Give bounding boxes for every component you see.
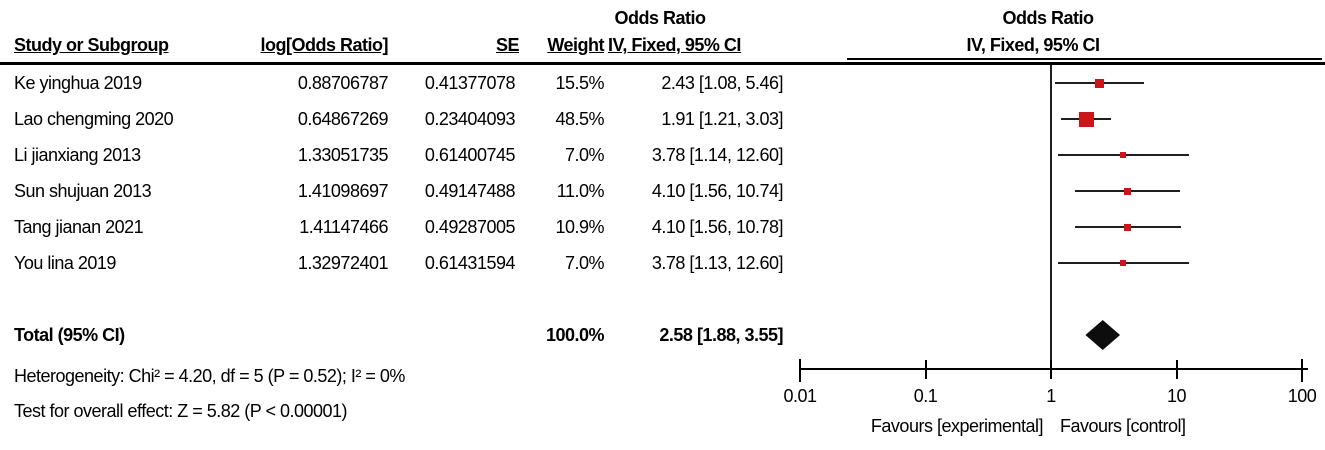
- log-odds-ratio-cell: 1.33051735: [297, 145, 389, 165]
- plot-null-line: [1050, 65, 1052, 370]
- overall-effect-text: Test for overall effect: Z = 5.82 (P < 0…: [14, 401, 348, 421]
- log-odds-ratio-cell: 0.64867269: [297, 109, 389, 129]
- se-cell: 0.61431594: [424, 253, 516, 273]
- weight-cell: 7.0%: [564, 253, 605, 273]
- ci-text-cell: 4.10 [1.56, 10.78]: [651, 217, 784, 237]
- weight-cell: 15.5%: [555, 73, 604, 93]
- col-header-ci-right: IV, Fixed, 95% CI: [966, 35, 1100, 55]
- ci-text-cell: 3.78 [1.13, 12.60]: [651, 253, 784, 273]
- heterogeneity-text: Heterogeneity: Chi² = 4.20, df = 5 (P = …: [14, 366, 405, 386]
- col-header-se: SE: [495, 35, 520, 55]
- right-effect-title: Odds Ratio: [1002, 8, 1094, 28]
- favours-control-label: Favours [control]: [1060, 416, 1186, 436]
- axis-tick: [924, 360, 927, 379]
- ci-text-cell: 1.91 [1.21, 3.03]: [661, 109, 783, 129]
- axis-tick: [1050, 360, 1052, 379]
- study-name-cell: Li jianxiang 2013: [14, 145, 141, 165]
- table-row: Li jianxiang 2013 1.33051735 0.61400745 7.0…: [0, 143, 800, 167]
- axis-tick-label: 0.1: [913, 386, 938, 406]
- effect-square: [1120, 260, 1127, 266]
- favours-experimental-label: Favours [experimental]: [870, 416, 1044, 436]
- table-row: You lina 2019 1.32972401 0.61431594 7.0% 3.7…: [0, 251, 800, 275]
- axis-tick: [799, 359, 801, 382]
- header-rule: [0, 62, 1325, 65]
- effect-square: [1124, 187, 1132, 195]
- ci-text-cell: 4.10 [1.56, 10.74]: [651, 181, 784, 201]
- axis-tick: [1301, 359, 1303, 382]
- study-name-cell: Ke yinghua 2019: [14, 73, 142, 93]
- se-cell: 0.49287005: [424, 217, 516, 237]
- col-header-log-odds-ratio: log[Odds Ratio]: [260, 35, 389, 55]
- left-effect-title: Odds Ratio: [614, 8, 706, 28]
- total-label: Total (95% CI): [14, 325, 125, 345]
- right-header-underline: [847, 58, 1322, 60]
- axis-tick-label: 100: [1287, 386, 1317, 406]
- table-row: Lao chengming 2020 0.64867269 0.23404093 48…: [0, 107, 800, 131]
- pooled-diamond: [1085, 320, 1121, 350]
- ci-text-cell: 2.43 [1.08, 5.46]: [661, 73, 783, 93]
- se-cell: 0.61400745: [424, 145, 516, 165]
- se-cell: 0.23404093: [424, 109, 516, 129]
- weight-cell: 10.9%: [555, 217, 604, 237]
- weight-cell: 11.0%: [556, 181, 605, 201]
- effect-square: [1078, 111, 1094, 127]
- axis-tick-label: 10: [1166, 386, 1187, 406]
- axis-tick: [1175, 360, 1178, 379]
- weight-cell: 48.5%: [555, 109, 604, 129]
- total-ci: 2.58 [1.88, 3.55]: [659, 325, 783, 345]
- study-name-cell: Sun shujuan 2013: [14, 181, 152, 201]
- axis-tick-label: 0.01: [783, 386, 817, 406]
- study-name-cell: Tang jianan 2021: [14, 217, 144, 237]
- effect-square: [1094, 78, 1104, 88]
- axis-tick-label: 1: [1046, 386, 1056, 406]
- log-odds-ratio-cell: 1.41098697: [297, 181, 389, 201]
- col-header-study: Study or Subgroup: [14, 35, 169, 55]
- effect-square: [1120, 152, 1127, 158]
- ci-text-cell: 3.78 [1.14, 12.60]: [651, 145, 784, 165]
- plot-axis-line: [799, 368, 1308, 370]
- total-weight: 100.0%: [545, 325, 605, 345]
- log-odds-ratio-cell: 1.32972401: [297, 253, 389, 273]
- col-header-weight: Weight: [547, 35, 604, 55]
- table-row: Sun shujuan 2013 1.41098697 0.49147488 11.0…: [0, 179, 800, 203]
- table-row: Ke yinghua 2019 0.88706787 0.41377078 15.5%…: [0, 71, 800, 95]
- study-name-cell: Lao chengming 2020: [14, 109, 174, 129]
- study-name-cell: You lina 2019: [14, 253, 116, 273]
- effect-square: [1124, 223, 1132, 231]
- weight-cell: 7.0%: [564, 145, 605, 165]
- table-row: Tang jianan 2021 1.41147466 0.49287005 10.9…: [0, 215, 800, 239]
- se-cell: 0.41377078: [424, 73, 516, 93]
- log-odds-ratio-cell: 1.41147466: [299, 217, 388, 237]
- col-header-ci: IV, Fixed, 95% CI: [608, 35, 741, 55]
- log-odds-ratio-cell: 0.88706787: [297, 73, 389, 93]
- se-cell: 0.49147488: [424, 181, 516, 201]
